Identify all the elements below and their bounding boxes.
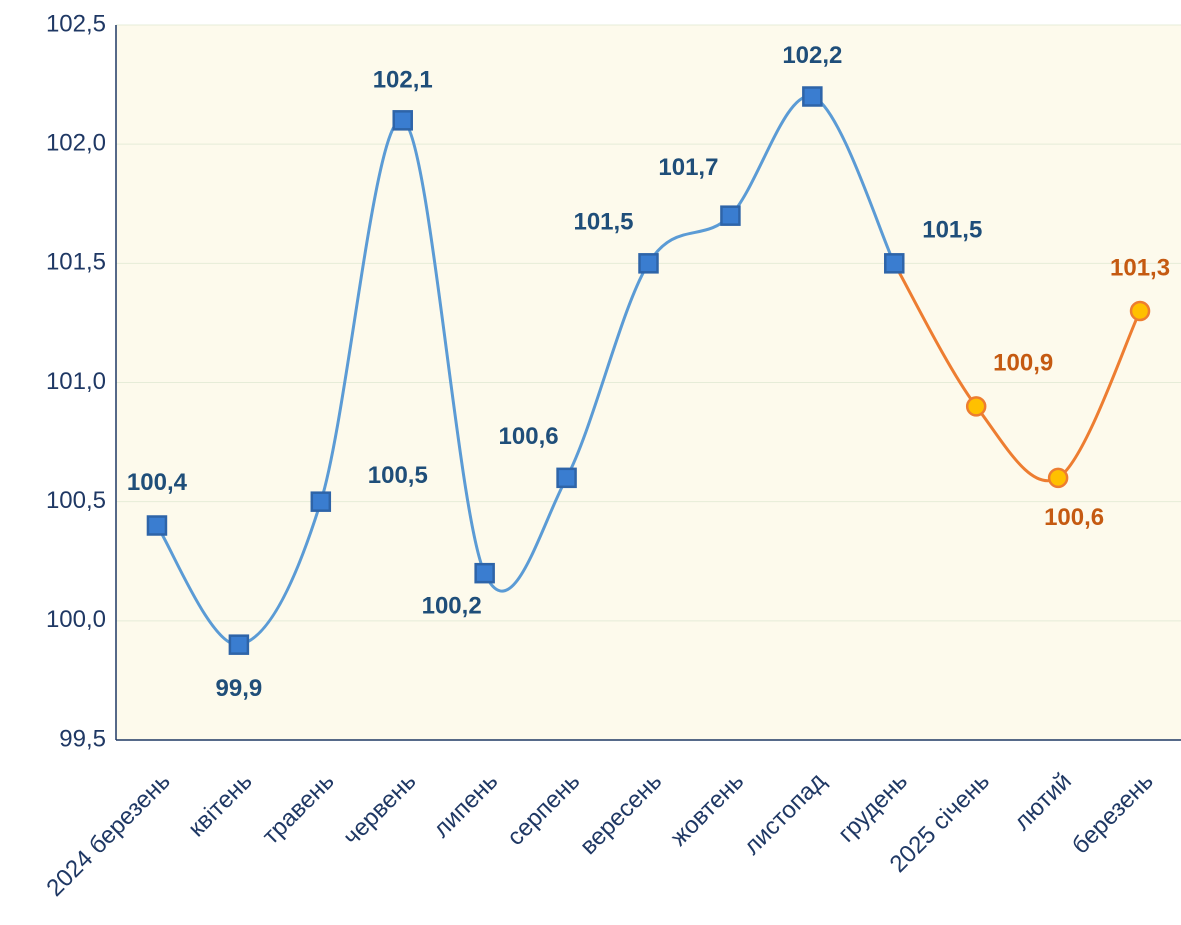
- y-tick-label: 101,0: [46, 368, 106, 395]
- data-label: 101,3: [1110, 254, 1170, 281]
- x-tick-label: липень: [428, 768, 503, 843]
- marker: [556, 467, 577, 489]
- series-line: [155, 94, 896, 647]
- x-tick-label: вересень: [575, 768, 667, 860]
- data-label: 101,5: [922, 217, 982, 244]
- data-label: 100,6: [499, 423, 559, 450]
- y-tick-label: 101,5: [46, 249, 106, 276]
- x-tick-label: листопад: [739, 768, 832, 861]
- marker: [1129, 300, 1151, 322]
- marker: [474, 562, 495, 584]
- data-label: 102,2: [782, 42, 842, 69]
- data-label: 100,9: [993, 350, 1053, 377]
- marker: [1047, 467, 1069, 489]
- x-tick-label: лютий: [1009, 768, 1077, 836]
- y-tick-label: 102,5: [46, 10, 106, 37]
- marker: [884, 253, 905, 274]
- marker: [720, 205, 741, 226]
- x-tick-label: серпень: [502, 768, 585, 851]
- data-label: 100,4: [127, 469, 188, 496]
- marker: [638, 253, 659, 274]
- y-tick-label: 100,0: [46, 606, 106, 633]
- x-tick-label: червень: [338, 768, 421, 851]
- data-label: 99,9: [216, 675, 263, 702]
- marker: [392, 110, 413, 131]
- x-tick-label: жовтень: [665, 768, 749, 852]
- marker: [965, 396, 987, 417]
- marker: [146, 515, 168, 536]
- x-tick-label: травень: [257, 768, 339, 850]
- data-label: 100,5: [368, 462, 428, 489]
- x-tick-label: 2024 березень: [41, 768, 175, 902]
- x-tick-label: грудень: [833, 768, 913, 848]
- y-tick-label: 102,0: [46, 130, 106, 157]
- series-line: [892, 262, 1142, 483]
- data-label: 100,2: [422, 593, 482, 620]
- marker: [310, 491, 332, 512]
- data-label: 100,6: [1044, 504, 1104, 531]
- x-tick-label: квітень: [183, 768, 258, 843]
- y-tick-label: 100,5: [46, 487, 106, 514]
- y-tick-label: 99,5: [59, 725, 106, 752]
- data-label: 102,1: [373, 67, 433, 94]
- data-label: 101,7: [658, 154, 718, 181]
- marker: [802, 86, 823, 107]
- data-label: 101,5: [573, 209, 633, 236]
- marker: [228, 634, 250, 655]
- x-tick-label: березень: [1067, 768, 1159, 860]
